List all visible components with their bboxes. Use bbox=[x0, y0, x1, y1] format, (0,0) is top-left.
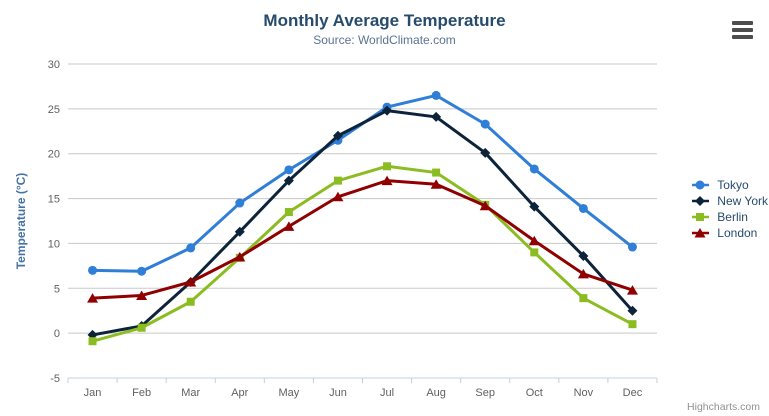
y-axis-tick-label: 15 bbox=[48, 194, 60, 206]
data-point-berlin[interactable] bbox=[579, 294, 588, 303]
data-point-berlin[interactable] bbox=[88, 337, 97, 346]
data-point-london[interactable] bbox=[283, 221, 295, 231]
hamburger-menu-icon bbox=[732, 21, 753, 39]
data-point-london[interactable] bbox=[430, 179, 442, 189]
x-axis-tick-label: Feb bbox=[132, 387, 151, 399]
data-point-london[interactable] bbox=[332, 191, 344, 202]
legend-label-tokyo: Tokyo bbox=[717, 178, 749, 192]
data-point-new-york[interactable] bbox=[283, 175, 294, 186]
x-axis-tick-label: Jan bbox=[84, 387, 102, 399]
x-axis-tick-label: Nov bbox=[574, 387, 594, 399]
series-london bbox=[87, 175, 638, 303]
data-point-new-york[interactable] bbox=[332, 130, 343, 141]
data-point-london[interactable] bbox=[185, 277, 197, 287]
data-point-tokyo[interactable] bbox=[480, 119, 490, 129]
data-point-berlin[interactable] bbox=[137, 323, 146, 332]
data-point-new-york[interactable] bbox=[431, 111, 442, 122]
legend-label-new-york: New York bbox=[717, 194, 768, 208]
x-axis-tick-label: Oct bbox=[526, 387, 543, 399]
circle-marker-glyph[interactable] bbox=[695, 180, 705, 190]
y-axis-tick-label: 0 bbox=[54, 328, 60, 340]
data-point-tokyo[interactable] bbox=[431, 90, 441, 100]
x-axis-tick-label: Dec bbox=[623, 387, 643, 399]
data-point-tokyo[interactable] bbox=[627, 242, 637, 252]
y-axis-tick-label: 20 bbox=[48, 149, 60, 161]
triangle-marker-glyph[interactable] bbox=[694, 228, 706, 238]
triangle-marker-icon bbox=[692, 228, 710, 238]
data-point-berlin[interactable] bbox=[432, 168, 441, 177]
y-axis-tick-label: -5 bbox=[50, 373, 60, 385]
x-axis-tick-label: Jul bbox=[380, 387, 394, 399]
data-point-london[interactable] bbox=[577, 268, 589, 279]
data-point-berlin[interactable] bbox=[383, 162, 392, 171]
y-axis-tick-label: 10 bbox=[48, 238, 60, 250]
data-point-new-york[interactable] bbox=[480, 147, 491, 158]
x-axis-tick-label: Apr bbox=[231, 387, 248, 399]
data-point-london[interactable] bbox=[528, 235, 540, 246]
legend-label-berlin: Berlin bbox=[717, 210, 748, 224]
legend: Tokyo New York Berlin London bbox=[692, 177, 768, 241]
data-point-new-york[interactable] bbox=[529, 201, 540, 212]
data-point-london[interactable] bbox=[87, 293, 99, 303]
legend-label-london: London bbox=[717, 226, 758, 240]
data-point-london[interactable] bbox=[234, 251, 246, 262]
data-point-tokyo[interactable] bbox=[137, 266, 147, 276]
x-axis-tick-label: Sep bbox=[475, 387, 495, 399]
y-axis-tick-label: 5 bbox=[54, 283, 60, 295]
data-point-berlin[interactable] bbox=[186, 297, 195, 306]
y-axis-tick-label: 30 bbox=[48, 59, 60, 71]
data-point-berlin[interactable] bbox=[530, 248, 539, 257]
series-line-new-york bbox=[91, 109, 634, 337]
x-axis-tick-label: Aug bbox=[426, 387, 446, 399]
legend-item-london[interactable]: London bbox=[692, 225, 768, 241]
diamond-marker-glyph[interactable] bbox=[695, 196, 706, 206]
data-point-tokyo[interactable] bbox=[284, 165, 294, 175]
data-point-tokyo[interactable] bbox=[186, 243, 196, 253]
highcharts-credit-link[interactable]: Highcharts.com bbox=[687, 401, 760, 413]
square-marker-glyph[interactable] bbox=[696, 213, 705, 221]
data-point-london[interactable] bbox=[479, 200, 491, 211]
x-axis-tick-label: Mar bbox=[181, 387, 200, 399]
x-axis-tick-label: May bbox=[278, 387, 299, 399]
chart-title: Monthly Average Temperature bbox=[263, 11, 506, 30]
data-point-tokyo[interactable] bbox=[529, 164, 539, 174]
y-axis-title: Temperature (°C) bbox=[14, 173, 28, 270]
data-point-london[interactable] bbox=[136, 290, 148, 300]
diamond-marker-icon bbox=[692, 196, 710, 206]
legend-item-new-york[interactable]: New York bbox=[692, 193, 768, 209]
data-point-tokyo[interactable] bbox=[578, 203, 588, 213]
circle-marker-icon bbox=[692, 180, 710, 190]
x-axis-tick-label: Jun bbox=[329, 387, 347, 399]
series-line-berlin bbox=[91, 164, 634, 343]
data-point-new-york[interactable] bbox=[578, 250, 589, 261]
legend-item-berlin[interactable]: Berlin bbox=[692, 209, 768, 225]
data-point-new-york[interactable] bbox=[382, 105, 393, 116]
export-menu-button[interactable] bbox=[732, 21, 756, 41]
legend-item-tokyo[interactable]: Tokyo bbox=[692, 177, 768, 193]
data-point-berlin[interactable] bbox=[628, 320, 637, 329]
data-point-tokyo[interactable] bbox=[88, 265, 98, 275]
data-point-berlin[interactable] bbox=[333, 176, 342, 185]
series-new-york bbox=[87, 105, 638, 340]
data-point-london[interactable] bbox=[626, 285, 638, 295]
series-tokyo bbox=[88, 90, 637, 276]
square-marker-icon bbox=[692, 213, 710, 221]
data-point-tokyo[interactable] bbox=[235, 198, 245, 208]
data-point-berlin[interactable] bbox=[284, 208, 293, 217]
data-point-new-york[interactable] bbox=[627, 305, 638, 316]
data-point-london[interactable] bbox=[381, 175, 393, 186]
y-axis-tick-label: 25 bbox=[48, 104, 60, 116]
data-point-new-york[interactable] bbox=[234, 226, 245, 237]
series-line-london bbox=[91, 179, 634, 300]
chart-subtitle: Source: WorldClimate.com bbox=[313, 33, 456, 47]
